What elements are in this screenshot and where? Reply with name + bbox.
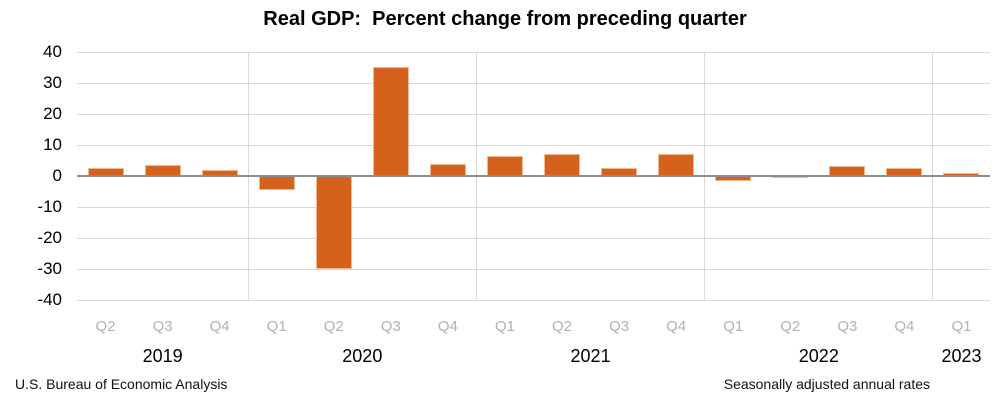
y-tick-label--20: -20 [37, 228, 62, 247]
y-tick-label--40: -40 [37, 290, 62, 309]
y-tick-label-0: 0 [52, 166, 62, 185]
quarter-label-2022-Q1: Q1 [723, 318, 744, 335]
gridline-y-20 [77, 113, 990, 115]
quarter-label-2021-Q2: Q2 [552, 318, 573, 335]
y-tick-label-30: 30 [43, 73, 62, 92]
source-note: U.S. Bureau of Economic Analysis [15, 376, 228, 392]
y-tick-label-40: 40 [43, 42, 62, 61]
year-label-2021: 2021 [570, 346, 611, 366]
bar-2020-Q2 [315, 176, 352, 269]
year-label-2022: 2022 [798, 346, 839, 366]
gridline-y--40 [77, 299, 990, 301]
quarter-label-2020-Q2: Q2 [323, 318, 344, 335]
quarter-label-2019-Q2: Q2 [95, 318, 116, 335]
bar-2021-Q4 [658, 154, 695, 176]
y-tick-label-20: 20 [43, 104, 62, 123]
quarter-label-2020-Q1: Q1 [266, 318, 287, 335]
quarter-label-2020-Q3: Q3 [380, 318, 401, 335]
quarter-label-2022-Q3: Q3 [837, 318, 858, 335]
year-label-2019: 2019 [142, 346, 183, 366]
quarter-label-2019-Q3: Q3 [152, 318, 173, 335]
gridline-y--20 [77, 237, 990, 239]
y-tick-label-10: 10 [43, 135, 62, 154]
bar-2020-Q1 [258, 176, 295, 191]
quarter-label-2020-Q4: Q4 [437, 318, 458, 335]
quarter-label-2019-Q4: Q4 [209, 318, 230, 335]
quarter-label-2021-Q4: Q4 [666, 318, 687, 335]
rate-note: Seasonally adjusted annual rates [723, 376, 930, 392]
plot-area [77, 51, 990, 301]
quarter-label-2023-Q1: Q1 [951, 318, 972, 335]
y-tick-label--30: -30 [37, 259, 62, 278]
bar-2021-Q2 [544, 154, 581, 176]
gridline-y--30 [77, 268, 990, 270]
quarter-label-2021-Q3: Q3 [609, 318, 630, 335]
chart-title: Real GDP: Percent change from preceding … [263, 8, 747, 30]
gridline-y-10 [77, 144, 990, 146]
bar-2020-Q3 [372, 66, 409, 176]
quarter-label-2021-Q1: Q1 [494, 318, 515, 335]
y-tick-label--10: -10 [37, 197, 62, 216]
gridline-y-30 [77, 82, 990, 84]
gridline-y--10 [77, 206, 990, 208]
bar-2021-Q1 [486, 156, 523, 176]
year-label-2020: 2020 [342, 346, 383, 366]
gridline-y-40 [77, 51, 990, 53]
quarter-label-2022-Q4: Q4 [894, 318, 915, 335]
zero-axis-line [77, 175, 990, 177]
quarter-label-2022-Q2: Q2 [780, 318, 801, 335]
year-label-2023: 2023 [941, 346, 982, 366]
